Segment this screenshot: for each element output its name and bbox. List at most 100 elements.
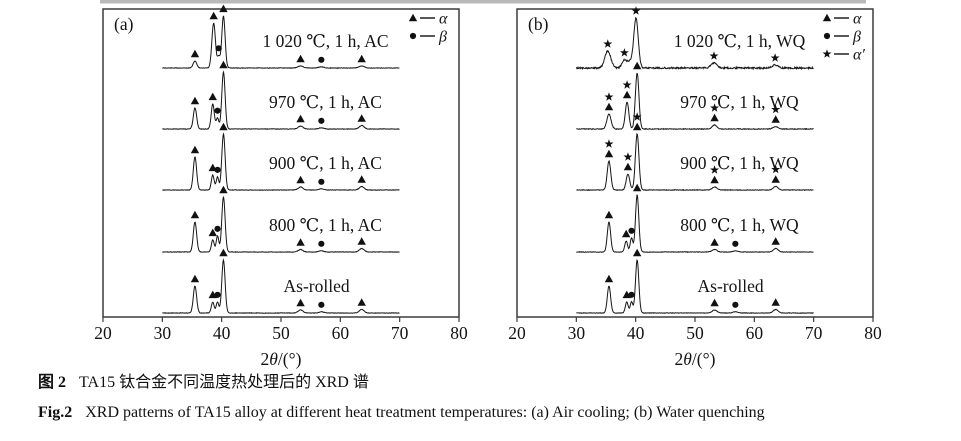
x-tick-label: 30 [568, 323, 586, 343]
x-tick-label: 20 [508, 323, 526, 343]
alpha-phase-triangle-icon [632, 122, 642, 131]
x-axis-label: 2θ/(°) [261, 349, 302, 369]
alpha-phase-triangle-icon [710, 238, 719, 246]
beta-phase-circle-icon [628, 227, 635, 234]
legend-entry-α: α [408, 11, 448, 28]
alpha-phase-triangle-icon [621, 229, 631, 238]
trace-label: 900 ℃, 1 h, WQ [680, 153, 799, 173]
alpha-prime-phase-star-icon [822, 49, 832, 58]
alpha-prime-phase-star-icon [770, 53, 780, 62]
alpha-phase-triangle-icon [357, 237, 366, 245]
alpha-phase-triangle-icon [209, 11, 218, 20]
xrd-trace [162, 132, 400, 191]
alpha-phase-triangle-icon [219, 185, 228, 194]
alpha-phase-triangle-icon [296, 238, 305, 246]
trace-label: 970 ℃, 1 h, AC [269, 92, 382, 112]
legend-entry-β: β [823, 29, 861, 46]
alpha-phase-triangle-icon [622, 90, 632, 99]
xrd-trace [162, 258, 400, 314]
caption-cn-text: TA15 钛合金不同温度热处理后的 XRD 谱 [79, 374, 369, 391]
xrd-trace [575, 16, 814, 71]
caption-cn-label: 图 2 [38, 374, 67, 391]
legend-label: α′ [853, 47, 865, 64]
x-tick-label: 80 [450, 323, 468, 343]
alpha-phase-triangle-icon [632, 61, 642, 70]
x-tick-label: 20 [94, 323, 112, 343]
alpha-prime-phase-star-icon [710, 165, 720, 174]
alpha-phase-triangle-icon [190, 96, 200, 105]
alpha-phase-triangle-icon [208, 92, 217, 101]
trace-label: As-rolled [284, 276, 350, 296]
alpha-phase-triangle-icon [190, 274, 200, 283]
x-tick-label: 50 [686, 323, 704, 343]
alpha-prime-phase-star-icon [771, 164, 781, 174]
alpha-prime-phase-star-icon [604, 92, 614, 101]
alpha-phase-triangle-icon [219, 60, 228, 69]
alpha-phase-triangle-icon [190, 49, 200, 58]
beta-phase-circle-icon [409, 32, 417, 40]
beta-phase-circle-icon [318, 301, 325, 308]
alpha-phase-triangle-icon [357, 175, 366, 183]
alpha-phase-triangle-icon [771, 298, 780, 306]
alpha-prime-phase-star-icon [622, 80, 632, 89]
beta-phase-circle-icon [732, 240, 739, 247]
trace-label: 900 ℃, 1 h, AC [269, 153, 382, 173]
alpha-phase-triangle-icon [208, 228, 217, 237]
alpha-phase-triangle-icon [190, 210, 200, 219]
xrd-trace [576, 259, 814, 314]
legend-label: β [438, 29, 447, 46]
alpha-phase-triangle-icon [623, 162, 633, 171]
alpha-phase-triangle-icon [604, 102, 614, 111]
caption-line-en: Fig.2 XRD patterns of TA15 alloy at diffe… [38, 403, 948, 423]
alpha-prime-phase-star-icon [603, 39, 613, 48]
xrd-trace [162, 195, 400, 253]
beta-phase-circle-icon [318, 178, 325, 185]
panel-a: 20 30 40 50 60 70 80 2θ/(°) (a) αβ 1 020 ℃, 1 h, A… [94, 4, 468, 369]
trace-label: 1 020 ℃, 1 h, AC [262, 31, 388, 51]
x-tick-label: 30 [154, 323, 172, 343]
xrd-trace [162, 70, 400, 130]
trace-label: As-rolled [698, 276, 764, 296]
legend-label: β [852, 29, 861, 46]
alpha-phase-triangle-icon [190, 145, 200, 154]
legend-label: α [853, 11, 862, 28]
alpha-prime-phase-star-icon [771, 104, 781, 114]
caption-line-cn: 图 2 TA15 钛合金不同温度热处理后的 XRD 谱 [38, 373, 948, 393]
alpha-prime-phase-star-icon [631, 6, 641, 15]
x-tick-label: 60 [746, 323, 764, 343]
alpha-prime-phase-star-icon [619, 48, 629, 57]
x-tick-label: 70 [805, 323, 823, 343]
alpha-phase-triangle-icon [296, 175, 305, 184]
xrd-trace [576, 72, 814, 131]
trace-label: 970 ℃, 1 h, WQ [680, 92, 799, 112]
beta-phase-circle-icon [214, 107, 221, 114]
alpha-phase-triangle-icon [771, 237, 780, 245]
beta-phase-circle-icon [628, 291, 635, 298]
alpha-phase-triangle-icon [632, 183, 642, 192]
alpha-phase-triangle-icon [604, 149, 614, 158]
beta-phase-circle-icon [823, 32, 831, 40]
alpha-phase-triangle-icon [219, 248, 228, 257]
beta-phase-circle-icon [214, 225, 221, 232]
x-tick-label: 40 [213, 323, 231, 343]
legend-entry-α: α [822, 11, 862, 28]
xrd-trace [162, 15, 400, 69]
alpha-prime-phase-star-icon [709, 51, 719, 60]
alpha-phase-triangle-icon [296, 54, 305, 63]
trace-label: 1 020 ℃, 1 h, WQ [674, 31, 806, 51]
alpha-prime-phase-star-icon [604, 139, 614, 148]
alpha-phase-triangle-icon [710, 298, 719, 307]
alpha-phase-triangle-icon [357, 114, 366, 122]
legend-entry-α′: α′ [822, 47, 865, 64]
caption-en-text: XRD patterns of TA15 alloy at different … [85, 404, 765, 421]
panel-letter-label: (b) [528, 14, 549, 34]
beta-phase-circle-icon [318, 56, 325, 63]
caption-en-label: Fig.2 [38, 404, 73, 421]
x-tick-label: 80 [864, 323, 882, 343]
beta-phase-circle-icon [318, 117, 325, 124]
alpha-prime-phase-star-icon [710, 103, 720, 112]
x-tick-label: 60 [332, 323, 350, 343]
scan-edge-artifact [100, 0, 866, 4]
x-axis-label: 2θ/(°) [675, 349, 716, 369]
